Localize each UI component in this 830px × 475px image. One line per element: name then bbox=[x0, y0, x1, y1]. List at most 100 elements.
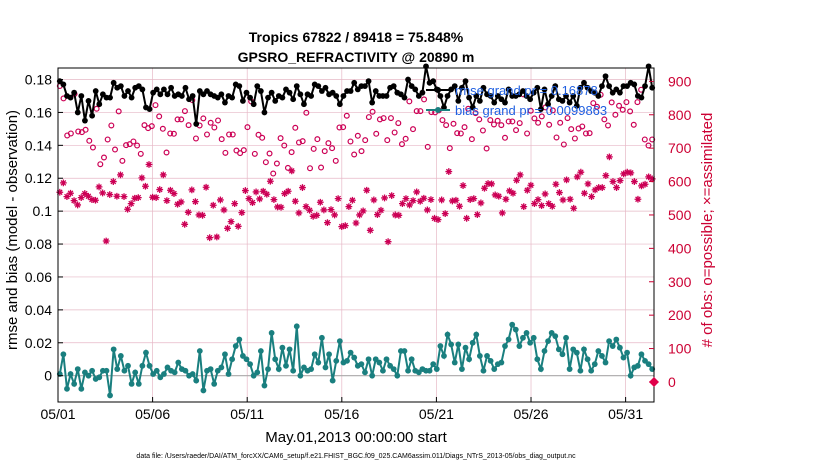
rmse-point bbox=[85, 98, 92, 104]
bias-point bbox=[60, 351, 67, 358]
possible-obs-point bbox=[307, 165, 314, 172]
bias-point bbox=[171, 369, 178, 376]
rmse-point bbox=[487, 93, 494, 99]
assimilated-obs-point bbox=[559, 196, 567, 204]
bias-point bbox=[602, 359, 609, 366]
rmse-point bbox=[322, 84, 329, 91]
possible-obs-point bbox=[112, 146, 119, 153]
possible-obs-point bbox=[273, 160, 280, 167]
right-axis-zero-marker bbox=[649, 376, 659, 387]
assimilated-obs-point bbox=[234, 222, 242, 230]
rmse-point bbox=[469, 104, 476, 111]
assimilated-obs-point bbox=[616, 177, 624, 184]
possible-obs-point bbox=[535, 119, 542, 126]
assimilated-obs-point bbox=[352, 219, 360, 227]
y-tick-label-right: 0 bbox=[668, 374, 676, 390]
rmse-point bbox=[82, 117, 88, 124]
bias-point bbox=[634, 362, 641, 369]
bias-point bbox=[473, 331, 480, 338]
possible-obs-point bbox=[402, 135, 409, 142]
bias-point bbox=[67, 371, 74, 377]
axis-ticks: 0 0.02 0.04 0.06 0.08 0.1 0.12 0.14 0.16 0.18 0 100… bbox=[25, 72, 692, 422]
rmse-point bbox=[340, 93, 347, 99]
rmse-point bbox=[333, 93, 340, 99]
rmse-point bbox=[473, 93, 480, 99]
bias-point bbox=[308, 366, 315, 372]
possible-obs-point bbox=[200, 115, 207, 122]
assimilated-obs-point bbox=[324, 219, 331, 227]
x-tick-label: 05/11 bbox=[230, 406, 264, 422]
assimilated-obs-point bbox=[641, 180, 649, 188]
rmse-point bbox=[559, 98, 566, 104]
rmse-point bbox=[336, 101, 343, 108]
bias-point bbox=[466, 356, 472, 363]
assimilated-obs-point bbox=[313, 211, 321, 219]
possible-obs-point bbox=[295, 139, 302, 146]
assimilated-obs-point bbox=[427, 196, 435, 203]
bias-point bbox=[128, 381, 135, 387]
assimilated-obs-point bbox=[623, 168, 631, 176]
rmse-point bbox=[178, 93, 185, 99]
possible-obs-point bbox=[211, 124, 218, 131]
possible-obs-point bbox=[560, 141, 567, 148]
bias-point bbox=[559, 351, 566, 358]
bias-point bbox=[581, 346, 587, 353]
assimilated-obs-point bbox=[77, 194, 85, 201]
assimilated-obs-point bbox=[388, 192, 396, 199]
bias-point bbox=[520, 334, 526, 341]
y-tick-label-left: 0 bbox=[44, 368, 52, 384]
bias-point bbox=[71, 381, 78, 387]
rmse-point bbox=[293, 83, 300, 89]
bias-point bbox=[437, 343, 444, 349]
rmse-point bbox=[466, 94, 472, 101]
legend-label: bias grand pr = 0.0099863 bbox=[455, 103, 607, 118]
assimilated-obs-point bbox=[184, 208, 192, 216]
y-tick-label-left: 0.14 bbox=[25, 137, 52, 153]
assimilated-obs-point bbox=[113, 192, 121, 200]
assimilated-obs-point bbox=[124, 205, 131, 213]
bias-point bbox=[480, 367, 487, 374]
bias-point bbox=[125, 362, 131, 369]
possible-obs-point bbox=[104, 136, 111, 143]
assimilated-obs-point bbox=[59, 179, 67, 187]
rmse-point bbox=[290, 96, 297, 103]
bias-point bbox=[236, 336, 243, 343]
bias-point bbox=[318, 334, 325, 341]
assimilated-obs-point bbox=[341, 222, 349, 230]
assimilated-obs-point bbox=[630, 178, 638, 185]
y-tick-label-right: 800 bbox=[668, 107, 692, 123]
assimilated-obs-point bbox=[127, 200, 135, 208]
bias-point bbox=[85, 372, 92, 379]
bias-point bbox=[498, 359, 505, 366]
y-tick-label-right: 100 bbox=[668, 341, 692, 357]
bias-point bbox=[441, 353, 447, 359]
assimilated-obs-point bbox=[99, 189, 107, 197]
bias-point bbox=[376, 359, 383, 366]
possible-obs-point bbox=[384, 137, 391, 144]
bias-point bbox=[229, 356, 236, 363]
rmse-point bbox=[182, 84, 189, 91]
assimilated-obs-point bbox=[227, 218, 235, 226]
possible-obs-point bbox=[270, 170, 277, 177]
bias-point bbox=[365, 356, 372, 363]
y-tick-label-left: 0.1 bbox=[33, 203, 53, 219]
y-tick-label-right: 900 bbox=[668, 73, 692, 89]
y-tick-label-right: 200 bbox=[668, 307, 692, 323]
y-tick-label-left: 0.16 bbox=[25, 104, 52, 120]
bias-point bbox=[78, 385, 85, 392]
bias-point bbox=[595, 348, 602, 354]
possible-obs-point bbox=[373, 130, 380, 137]
bias-point bbox=[613, 336, 620, 343]
rmse-point bbox=[476, 98, 483, 104]
possible-obs-point bbox=[549, 107, 556, 114]
assimilated-obs-point bbox=[291, 197, 299, 205]
assimilated-obs-point bbox=[523, 186, 531, 194]
assimilated-obs-point bbox=[256, 195, 264, 203]
bias-point bbox=[193, 377, 200, 384]
legend: rmse grand pr = 0.16878 bias grand pr = 0… bbox=[426, 83, 607, 118]
assimilated-obs-point bbox=[306, 206, 314, 214]
bias-point bbox=[243, 356, 250, 363]
assimilated-obs-point bbox=[188, 186, 196, 194]
rmse-point bbox=[189, 93, 196, 99]
rmse-point bbox=[60, 81, 67, 88]
